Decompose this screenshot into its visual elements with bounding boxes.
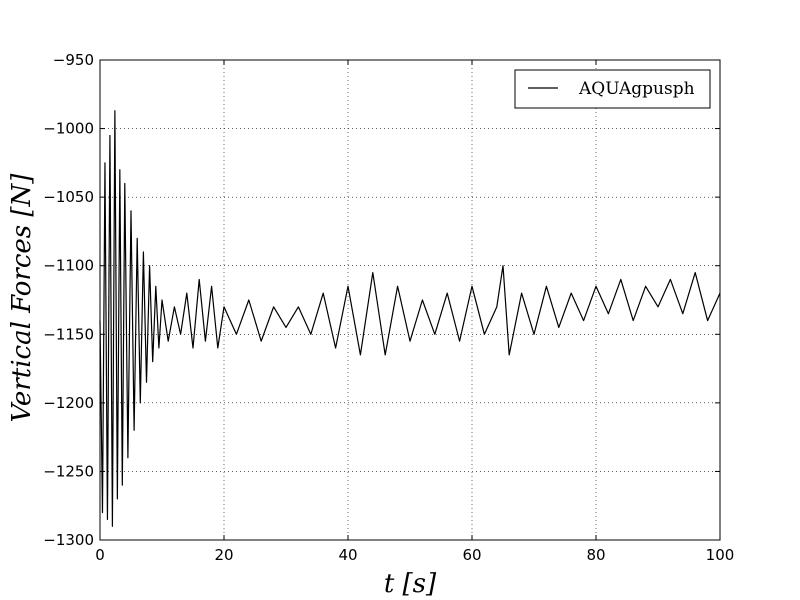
y-tick-label: −1250 [43,462,94,480]
x-tick-label: 60 [462,546,481,564]
y-tick-label: −1100 [43,257,94,275]
x-tick-label: 40 [338,546,357,564]
ticks: 0 20 40 60 80 100 −950 −1000 −1050 −1100 −1150 −120… [43,51,734,564]
x-tick-label: 0 [95,546,105,564]
y-tick-label: −1000 [43,120,94,138]
legend: AQUAgpusph [514,69,711,109]
y-tick-label: −1050 [43,188,94,206]
y-axis-label: Vertical Forces [N] [7,173,37,423]
y-tick-label: −950 [53,51,94,69]
legend-label: AQUAgpusph [578,79,695,99]
x-tick-label: 100 [706,546,735,564]
y-tick-label: −1150 [43,325,94,343]
plot-frame [99,59,721,541]
x-axis-label: t [s] [384,569,437,599]
series-layer [99,110,721,527]
legend-box [514,69,711,109]
x-tick-label: 20 [214,546,233,564]
x-tick-label: 80 [586,546,605,564]
series-line [99,110,721,527]
y-tick-label: −1300 [43,531,94,549]
y-tick-label: −1200 [43,394,94,412]
plot-background [100,60,720,540]
